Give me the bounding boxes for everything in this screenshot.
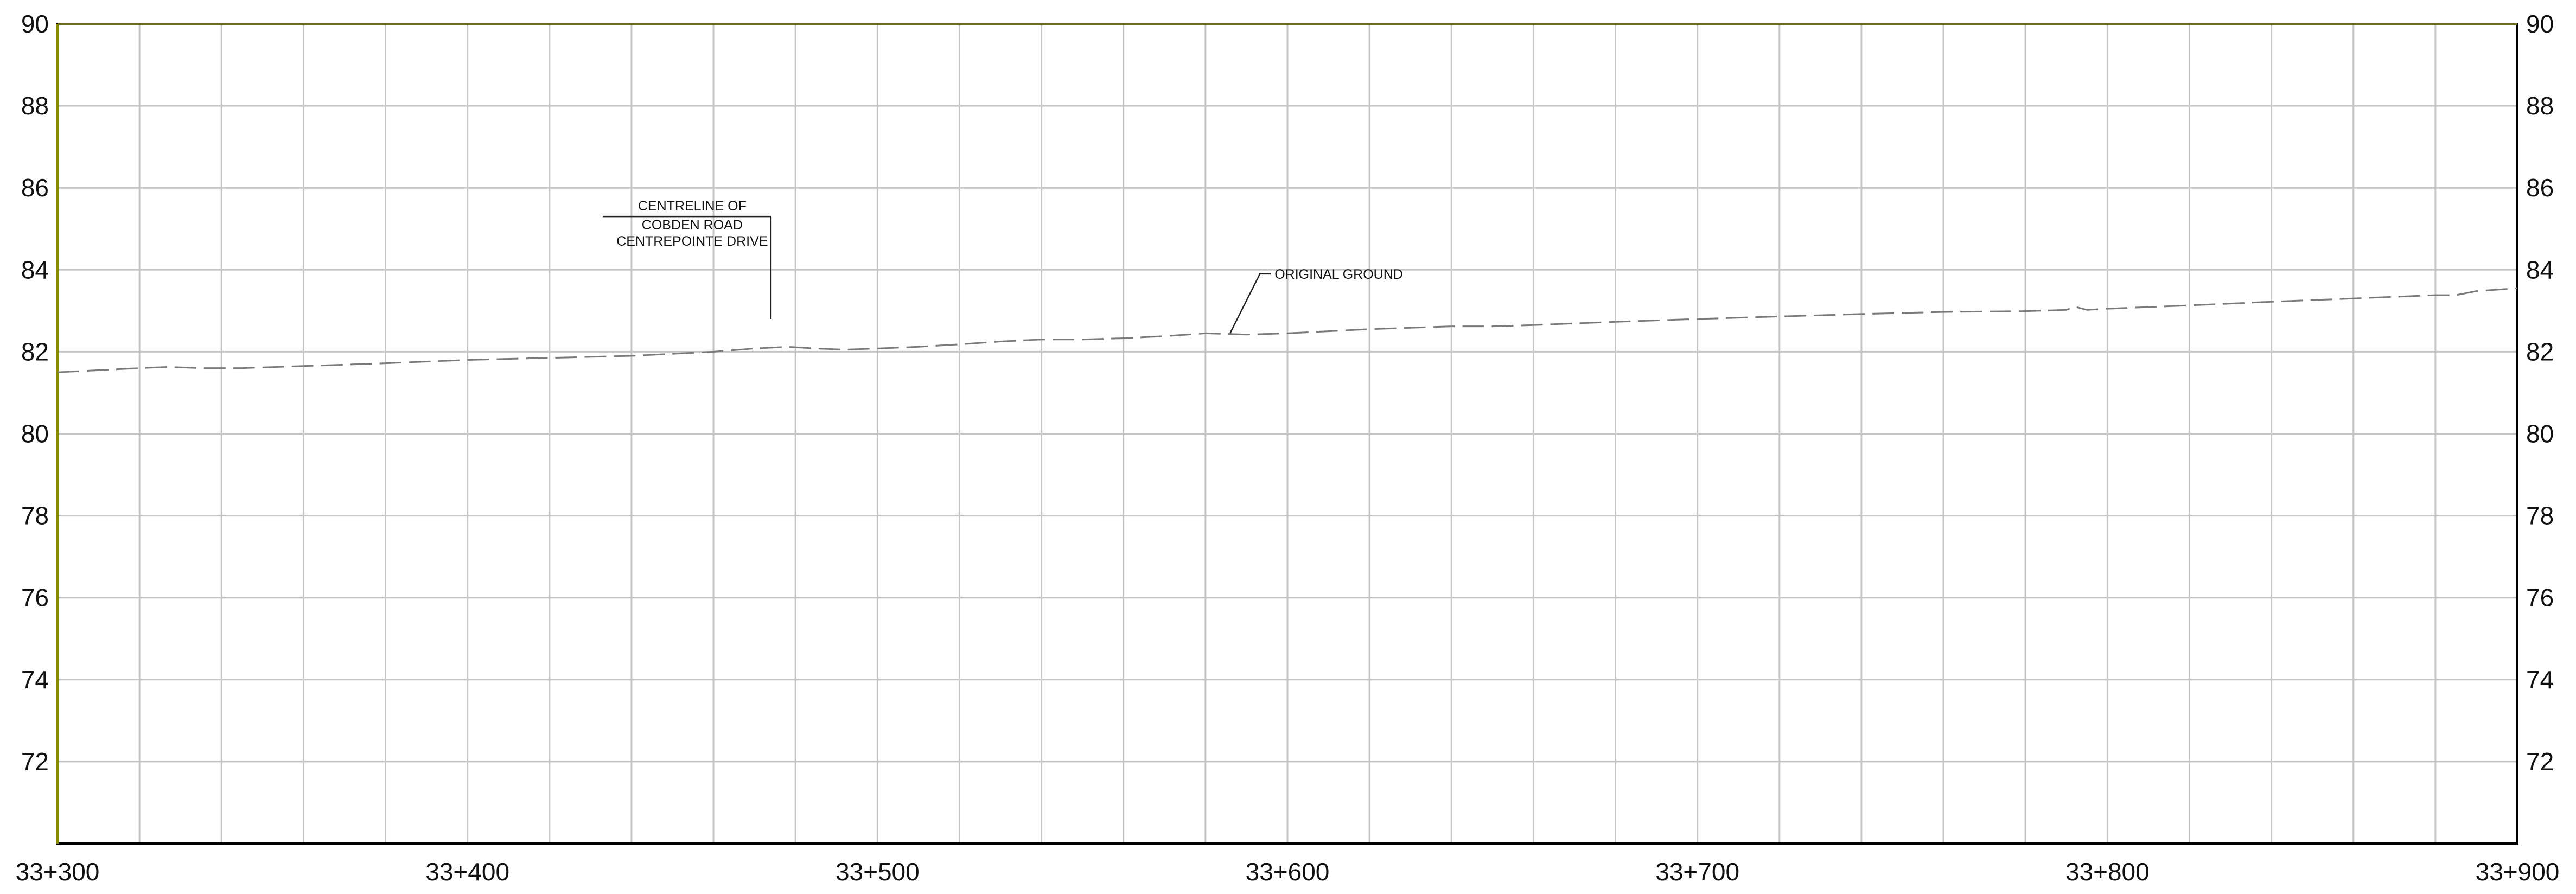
y-tick-label-left: 90 <box>21 10 49 38</box>
y-tick-label-right: 90 <box>2526 10 2554 38</box>
y-tick-label-right: 82 <box>2526 337 2554 366</box>
x-tick-label: 33+900 <box>2476 858 2560 886</box>
y-tick-label-right: 84 <box>2526 256 2554 284</box>
y-tick-label-right: 80 <box>2526 420 2554 448</box>
y-tick-label-right: 88 <box>2526 92 2554 120</box>
centreline-label: CENTRELINE OF <box>638 199 747 214</box>
y-tick-label-left: 72 <box>21 748 49 776</box>
x-tick-label: 33+800 <box>2065 858 2150 886</box>
original-ground-leader <box>1230 274 1271 334</box>
y-axis-right: 72 74 76 78 80 82 84 86 88 90 <box>2526 10 2554 776</box>
y-tick-label-right: 78 <box>2526 502 2554 530</box>
y-tick-label-right: 86 <box>2526 174 2554 202</box>
y-tick-label-left: 86 <box>21 174 49 202</box>
x-tick-label: 33+400 <box>425 858 509 886</box>
x-tick-label: 33+600 <box>1246 858 1330 886</box>
y-tick-label-left: 76 <box>21 584 49 612</box>
x-tick-label: 33+700 <box>1655 858 1739 886</box>
y-axis-left: 72 74 76 78 80 82 84 86 88 90 <box>21 10 49 776</box>
centreline-label: CENTREPOINTE DRIVE <box>616 234 768 249</box>
y-tick-label-left: 74 <box>21 666 49 694</box>
x-axis: 33+300 33+400 33+500 33+600 33+700 33+800 33+9… <box>16 858 2560 886</box>
grid <box>58 24 2517 844</box>
y-tick-label-right: 74 <box>2526 666 2554 694</box>
y-tick-label-right: 76 <box>2526 584 2554 612</box>
y-tick-label-right: 72 <box>2526 748 2554 776</box>
y-tick-label-left: 84 <box>21 256 49 284</box>
x-tick-label: 33+300 <box>16 858 100 886</box>
x-tick-label: 33+500 <box>836 858 920 886</box>
centreline-label: COBDEN ROAD <box>642 218 743 233</box>
y-tick-label-left: 80 <box>21 420 49 448</box>
original-ground-label: ORIGINAL GROUND <box>1274 267 1403 282</box>
y-tick-label-left: 82 <box>21 337 49 366</box>
y-tick-label-left: 88 <box>21 92 49 120</box>
y-tick-label-left: 78 <box>21 502 49 530</box>
